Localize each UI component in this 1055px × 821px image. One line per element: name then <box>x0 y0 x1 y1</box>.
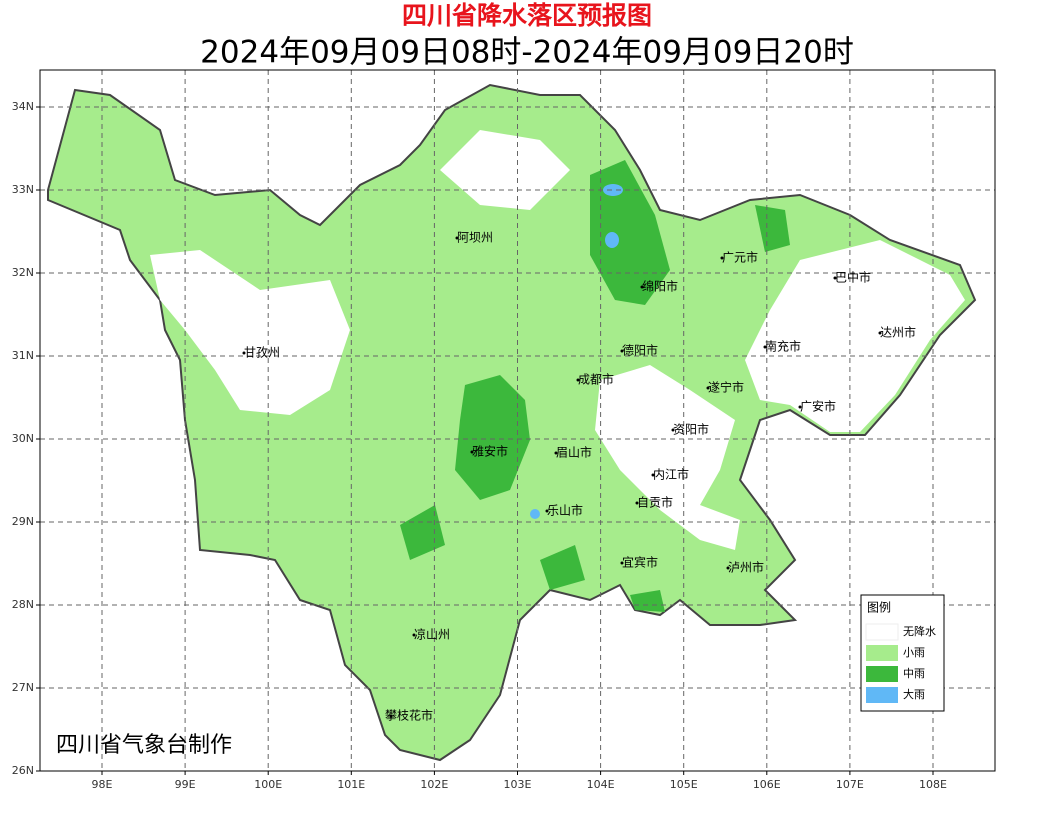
legend-swatch <box>866 666 898 682</box>
region-label: 遂宁市 <box>708 380 744 395</box>
region-label: 泸州市 <box>728 560 764 575</box>
heavy-rain-area <box>605 232 619 248</box>
region-label: 眉山市 <box>556 445 592 460</box>
lon-label: 99E <box>175 778 196 791</box>
city-dot <box>640 285 644 289</box>
legend-swatch <box>866 645 898 661</box>
city-dot <box>620 349 624 353</box>
city-dot <box>651 473 655 477</box>
city-dot <box>620 561 624 565</box>
map-frame <box>39 69 996 772</box>
lat-label: 27N <box>12 681 34 694</box>
lon-label: 103E <box>504 778 532 791</box>
city-dot <box>576 378 580 382</box>
region-label: 资阳市 <box>673 422 709 437</box>
heavy-rain-area <box>603 184 623 196</box>
lat-label: 30N <box>12 432 34 445</box>
lon-label: 101E <box>337 778 365 791</box>
region-label: 宜宾市 <box>622 555 658 570</box>
city-dot <box>389 714 393 718</box>
region-label: 内江市 <box>653 467 689 482</box>
no-rain-area <box>745 240 965 432</box>
moderate-rain-area <box>540 545 585 590</box>
legend-label: 无降水 <box>903 624 936 638</box>
graticule: 26N 27N 28N 29N 30N 31N 32N 33N 34N 98E 99E 100E 101… <box>12 70 995 791</box>
region-label: 凉山州 <box>414 627 450 642</box>
lon-label: 105E <box>670 778 698 791</box>
region-label: 德阳市 <box>622 343 658 358</box>
region-label: 绵阳市 <box>642 279 678 294</box>
city-dot <box>242 351 246 355</box>
legend-label: 小雨 <box>903 646 925 659</box>
legend-swatch <box>866 687 898 703</box>
heavy-rain-area <box>530 509 540 519</box>
region-label: 雅安市 <box>472 444 508 459</box>
lon-label: 108E <box>919 778 947 791</box>
city-dot <box>554 451 558 455</box>
moderate-rain-area <box>590 160 670 305</box>
legend-title: 图例 <box>867 601 891 615</box>
lat-label: 31N <box>12 349 34 362</box>
lon-label: 107E <box>836 778 864 791</box>
city-dot <box>412 633 416 637</box>
lat-label: 32N <box>12 266 34 279</box>
city-dot <box>833 276 837 280</box>
province <box>47 83 977 762</box>
footer: 四川省气象台制作 <box>56 733 232 758</box>
region-label: 乐山市 <box>547 503 583 518</box>
city-dot <box>455 236 459 240</box>
region-label: 广安市 <box>800 399 836 414</box>
lon-label: 102E <box>420 778 448 791</box>
region-label: 攀枝花市 <box>385 708 433 723</box>
lon-label: 106E <box>753 778 781 791</box>
region-label: 巴中市 <box>835 270 871 285</box>
region-label: 广元市 <box>722 250 758 265</box>
moderate-rain-area <box>755 205 790 252</box>
legend-label: 大雨 <box>903 687 925 701</box>
lat-label: 28N <box>12 598 34 611</box>
city-dot <box>545 509 549 513</box>
city-dot <box>763 345 767 349</box>
lon-label: 104E <box>587 778 615 791</box>
subtitle: 2024年09月09日08时-2024年09月09日20时 <box>200 35 854 71</box>
no-rain-area <box>595 365 740 550</box>
lon-label: 98E <box>92 778 113 791</box>
lat-label: 26N <box>12 764 34 777</box>
region-label: 成都市 <box>578 372 614 387</box>
legend-swatch <box>865 623 899 641</box>
city-dot <box>470 450 474 454</box>
moderate-rain-area <box>455 375 530 500</box>
city-dot <box>720 256 724 260</box>
region-label: 阿坝州 <box>457 231 493 245</box>
region-label: 达州市 <box>880 325 916 340</box>
city-dot <box>878 331 882 335</box>
city-dot <box>635 501 639 505</box>
region-label: 自贡市 <box>637 495 673 510</box>
title: 四川省降水落区预报图 <box>402 1 652 30</box>
moderate-rain-area <box>630 590 665 612</box>
lat-label: 34N <box>12 100 34 113</box>
lat-label: 29N <box>12 515 34 528</box>
legend-label: 中雨 <box>903 667 925 680</box>
city-dot <box>726 566 730 570</box>
region-label: 甘孜州 <box>244 346 280 360</box>
moderate-rain-area <box>400 505 445 560</box>
city-dot <box>671 428 675 432</box>
city-dot <box>798 405 802 409</box>
lon-label: 100E <box>254 778 282 791</box>
lat-label: 33N <box>12 183 34 196</box>
city-dot <box>706 386 710 390</box>
no-rain-area <box>150 250 350 415</box>
region-label: 南充市 <box>765 339 801 354</box>
